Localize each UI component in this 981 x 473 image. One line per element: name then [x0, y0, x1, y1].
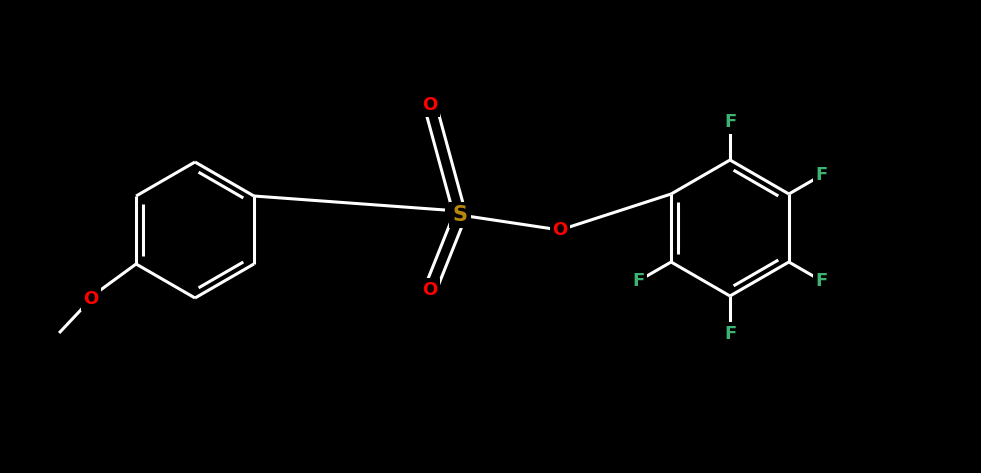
Text: O: O — [423, 96, 438, 114]
Text: F: F — [632, 272, 645, 290]
Text: O: O — [83, 290, 99, 308]
Text: S: S — [452, 205, 468, 225]
Text: F: F — [724, 113, 736, 131]
Text: F: F — [724, 325, 736, 343]
Text: O: O — [552, 221, 568, 239]
Text: O: O — [423, 281, 438, 299]
Text: F: F — [815, 272, 828, 290]
Text: F: F — [815, 166, 828, 184]
